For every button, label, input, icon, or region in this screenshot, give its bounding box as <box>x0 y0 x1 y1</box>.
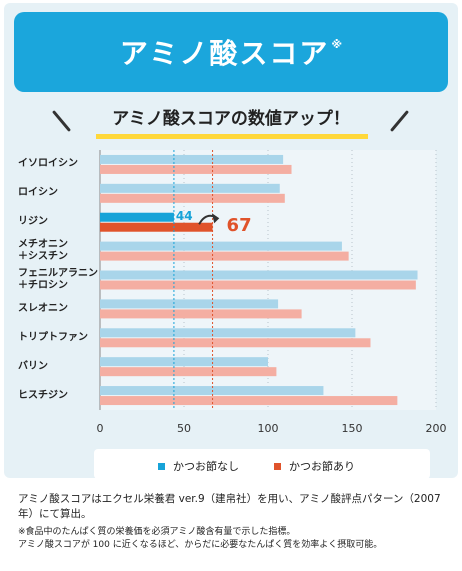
footnote-line-definition: ※食品中のたんぱく質の栄養価を必須アミノ酸含有量で示した指標。 <box>18 527 296 537</box>
page-title: アミノ酸スコア <box>119 37 330 70</box>
x-tick-label: 50 <box>177 422 191 435</box>
subtitle-highlight <box>96 134 368 139</box>
y-tick-label: ロイシン <box>18 187 58 199</box>
legend-label-with: かつお節あり <box>289 460 355 473</box>
bar-without <box>100 386 324 396</box>
x-tick-label: 200 <box>426 422 447 435</box>
footnote-definition: ※食品中のたんぱく質の栄養価を必須アミノ酸含有量で示した指標。 アミノ酸スコアが… <box>18 526 448 552</box>
bar-without <box>100 357 268 367</box>
bar-without <box>100 154 284 164</box>
y-tick-label: ヒスチジン <box>18 389 68 401</box>
annotation-value-without: 44 <box>176 209 193 223</box>
bar-without <box>100 241 342 251</box>
bar-with <box>100 396 398 406</box>
title-banner: アミノ酸スコア ※ <box>14 12 448 92</box>
y-tick-label: トリプトファン <box>18 331 88 343</box>
legend-swatch-without <box>158 462 165 470</box>
x-tick-label: 100 <box>258 422 279 435</box>
legend-label-without: かつお節なし <box>173 460 239 473</box>
legend-item-without: かつお節なし <box>158 458 239 474</box>
bar-with <box>100 309 302 319</box>
bar-with <box>100 222 213 232</box>
bar-without <box>100 212 174 222</box>
bar-without <box>100 270 418 280</box>
y-tick-label: バリン <box>18 360 48 372</box>
x-tick-label: 150 <box>342 422 363 435</box>
y-tick-label: リジン <box>18 216 48 228</box>
bar-with <box>100 193 285 203</box>
bar-without <box>100 328 356 338</box>
footnote-method: アミノ酸スコアはエクセル栄養君 ver.9（建帛社）を用い、アミノ酸評点パターン… <box>18 493 441 520</box>
bar-without <box>100 299 279 309</box>
chart-subtitle: アミノ酸スコアの数値アップ！ <box>112 109 350 129</box>
annotation-value-with: 67 <box>227 215 252 236</box>
y-tick-label: フェニルアラニン ＋チロシン <box>18 268 98 291</box>
legend-item-with: かつお節あり <box>274 458 355 474</box>
y-tick-label: スレオニン <box>18 302 68 314</box>
y-tick-label: メチオニン ＋シスチン <box>18 239 68 263</box>
bar-with <box>100 367 277 377</box>
footnote-line-efficiency: アミノ酸スコアが 100 に近くなるほど、からだに必要なたんぱく質を効率よく摂取… <box>18 540 383 550</box>
legend-swatch-with <box>274 462 281 470</box>
bar-with <box>100 280 416 290</box>
bar-with <box>100 164 292 174</box>
x-tick-label: 0 <box>97 422 104 435</box>
bar-with <box>100 338 371 348</box>
title-note-mark: ※ <box>331 38 343 51</box>
y-tick-label: イソロイシン <box>18 158 78 170</box>
bar-with <box>100 251 349 261</box>
annotation-arrowhead <box>211 213 220 224</box>
bar-without <box>100 183 280 193</box>
legend <box>94 449 430 479</box>
